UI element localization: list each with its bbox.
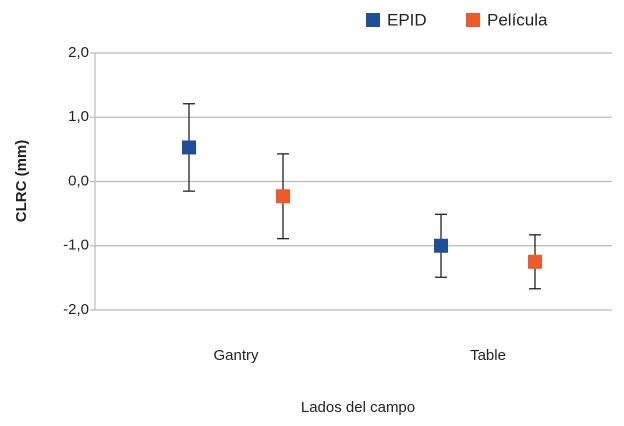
y-tick-label: 0,0 xyxy=(68,172,89,189)
y-axis-label: CLRC (mm) xyxy=(13,140,30,223)
y-tick-label: 1,0 xyxy=(68,108,89,125)
y-tick-label: -2,0 xyxy=(63,301,89,318)
marker xyxy=(528,254,542,269)
y-tick-label: -1,0 xyxy=(63,237,89,254)
marker xyxy=(182,140,196,155)
x-tick-label: Table xyxy=(470,347,506,364)
x-tick-label: Gantry xyxy=(213,347,259,364)
legend-swatch xyxy=(466,13,480,27)
marker xyxy=(276,189,290,204)
legend-label: EPID xyxy=(387,10,427,29)
marker xyxy=(434,238,448,253)
legend-label: Película xyxy=(487,10,548,29)
legend-swatch xyxy=(366,13,380,27)
y-tick-label: 2,0 xyxy=(68,44,89,61)
x-axis-label: Lados del campo xyxy=(301,399,415,416)
